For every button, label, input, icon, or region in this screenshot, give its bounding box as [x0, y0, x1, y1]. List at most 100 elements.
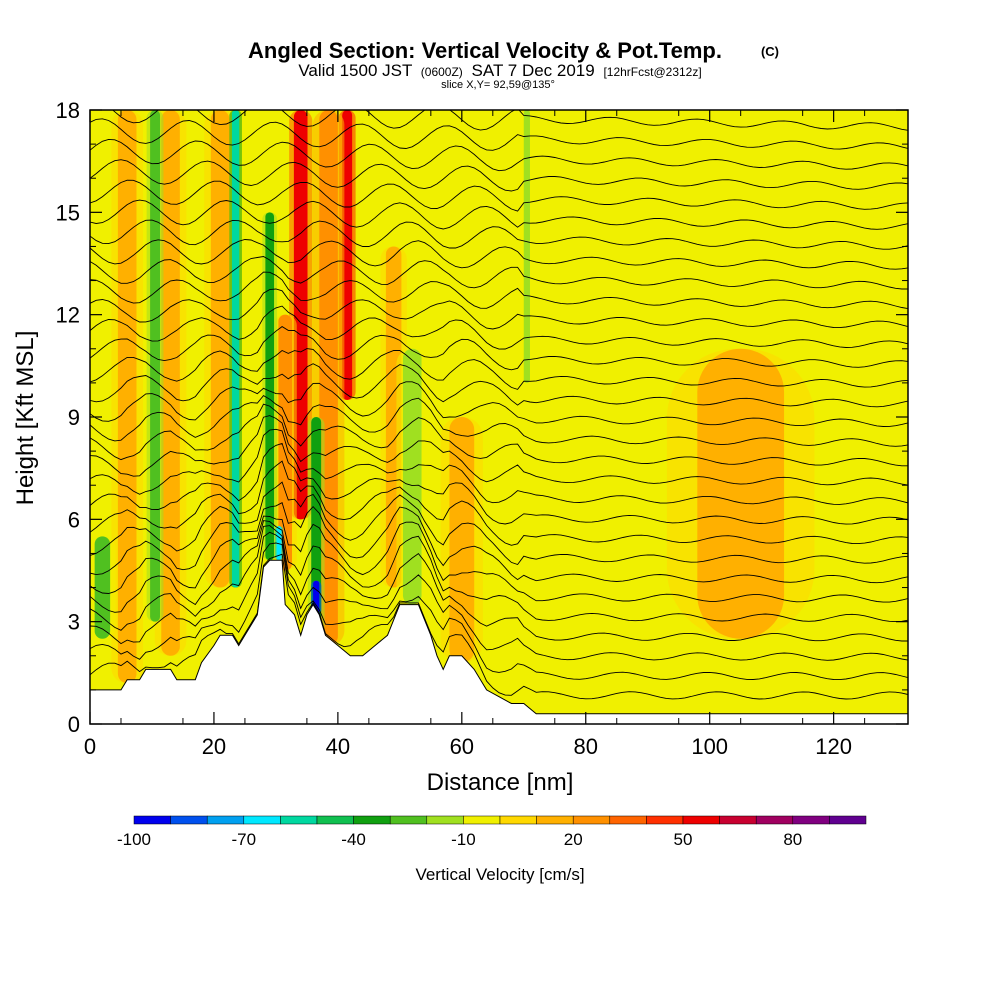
colorbar-swatch [206, 815, 245, 825]
isentrope-line [112, 110, 908, 131]
x-tick-label: 120 [815, 734, 852, 759]
velocity-feature [231, 110, 240, 588]
colorbar-swatch [316, 815, 354, 825]
y-tick-label: 15 [56, 200, 80, 225]
colorbar-swatch [536, 815, 574, 825]
colorbar-swatch [389, 815, 428, 825]
velocity-feature [210, 110, 230, 588]
isentrope-line [90, 395, 908, 447]
isentrope-line [90, 428, 908, 505]
isentrope-line [90, 199, 908, 230]
colorbar-swatch [426, 815, 464, 825]
x-tick-label: 20 [202, 734, 226, 759]
x-axis-ticks: 0 20 40 60 80 100 120 [84, 110, 866, 759]
isentrope-line [90, 348, 908, 390]
y-axis-ticks: 0 3 6 9 12 15 18 [56, 98, 908, 737]
isentrope-line [90, 542, 908, 681]
terrain-profile [90, 559, 908, 724]
chart-title-unit: (C) [761, 44, 779, 59]
colorbar-swatch [572, 815, 611, 825]
isentrope-line [90, 271, 908, 310]
colorbar-swatch [243, 815, 281, 825]
velocity-feature [402, 348, 422, 605]
isentrope-line [90, 305, 908, 350]
isentrope-line [90, 525, 908, 642]
chart-title: Angled Section: Vertical Velocity & Pot.… [248, 38, 722, 63]
colorbar-tick-label: 80 [783, 830, 802, 849]
colorbar-swatch [353, 815, 391, 825]
colorbar-swatch [280, 815, 318, 825]
isentrope-line [90, 520, 908, 623]
isentrope-line [90, 531, 908, 661]
velocity-feature [117, 110, 137, 684]
isentrope-line [90, 502, 908, 584]
isentrope-line [90, 415, 908, 486]
velocity-feature [94, 536, 111, 639]
y-tick-label: 18 [56, 98, 80, 123]
x-tick-label: 0 [84, 734, 96, 759]
isentrope-line [90, 326, 908, 371]
isentrope-line [90, 460, 908, 546]
colorbar-tick-label: -10 [451, 830, 476, 849]
x-tick-label: 60 [450, 734, 474, 759]
colorbar-swatch [646, 815, 684, 825]
isentrope-line [90, 256, 908, 290]
velocity-feature [150, 110, 161, 622]
colorbar-tick-label: -70 [232, 830, 257, 849]
y-tick-label: 3 [68, 610, 80, 635]
isentrope-line [90, 515, 908, 603]
isentrope-line [90, 403, 908, 467]
colorbar: -100 -70 -40 -10 20 50 80 [117, 815, 867, 849]
colorbar-tick-label: -40 [341, 830, 366, 849]
colorbar-swatch [170, 815, 208, 825]
colorbar-swatch [829, 815, 867, 825]
isentrope-line [90, 363, 908, 408]
y-tick-label: 12 [56, 303, 80, 328]
isentrope-line [90, 179, 908, 212]
colorbar-swatch [609, 815, 647, 825]
isentrope-line [90, 118, 908, 151]
isentrope-line [90, 219, 908, 250]
isentrope-line [90, 138, 908, 172]
colorbar-swatch [719, 815, 757, 825]
subtitle-date: SAT 7 Dec 2019 [472, 61, 595, 80]
colorbar-tick-label: 20 [564, 830, 583, 849]
colorbar-swatch [682, 815, 720, 825]
isentrope-line [90, 159, 908, 192]
x-tick-label: 40 [326, 734, 350, 759]
slice-label: slice X,Y= 92,59@135° [441, 79, 555, 91]
y-axis-label: Height [Kft MSL] [12, 331, 39, 506]
colorbar-tick-label: -100 [117, 830, 151, 849]
isentrope-line [90, 553, 908, 700]
colorbar-swatch [792, 815, 830, 825]
x-tick-label: 100 [691, 734, 728, 759]
colorbar-label: Vertical Velocity [cm/s] [415, 865, 584, 884]
plot-area [90, 110, 908, 724]
chart-subtitle: Valid 1500 JST (0600Z) SAT 7 Dec 2019 [1… [298, 61, 701, 80]
velocity-feature [523, 110, 530, 383]
subtitle-valid: Valid 1500 JST [298, 61, 412, 80]
isentrope-line [90, 481, 908, 566]
x-axis-label: Distance [nm] [427, 769, 574, 796]
velocity-feature [293, 110, 308, 520]
isentrope-line [90, 442, 908, 525]
subtitle-forecast: [12hrFcst@2312z] [603, 65, 701, 79]
isentrope-line [90, 239, 908, 270]
colorbar-swatch [463, 815, 501, 825]
colorbar-tick-label: 50 [674, 830, 693, 849]
velocity-feature [697, 348, 785, 639]
isentrope-line [90, 381, 908, 427]
isentrope-lines [90, 110, 908, 700]
x-tick-label: 80 [574, 734, 598, 759]
subtitle-zulu: (0600Z) [421, 65, 463, 79]
isentrope-line [90, 288, 908, 330]
colorbar-swatch [755, 815, 794, 825]
velocity-features [90, 110, 815, 684]
colorbar-swatch [133, 815, 171, 825]
y-tick-label: 0 [68, 712, 80, 737]
velocity-feature [161, 110, 180, 656]
y-tick-label: 9 [68, 405, 80, 430]
y-tick-label: 6 [68, 507, 80, 532]
colorbar-swatch [499, 815, 537, 825]
